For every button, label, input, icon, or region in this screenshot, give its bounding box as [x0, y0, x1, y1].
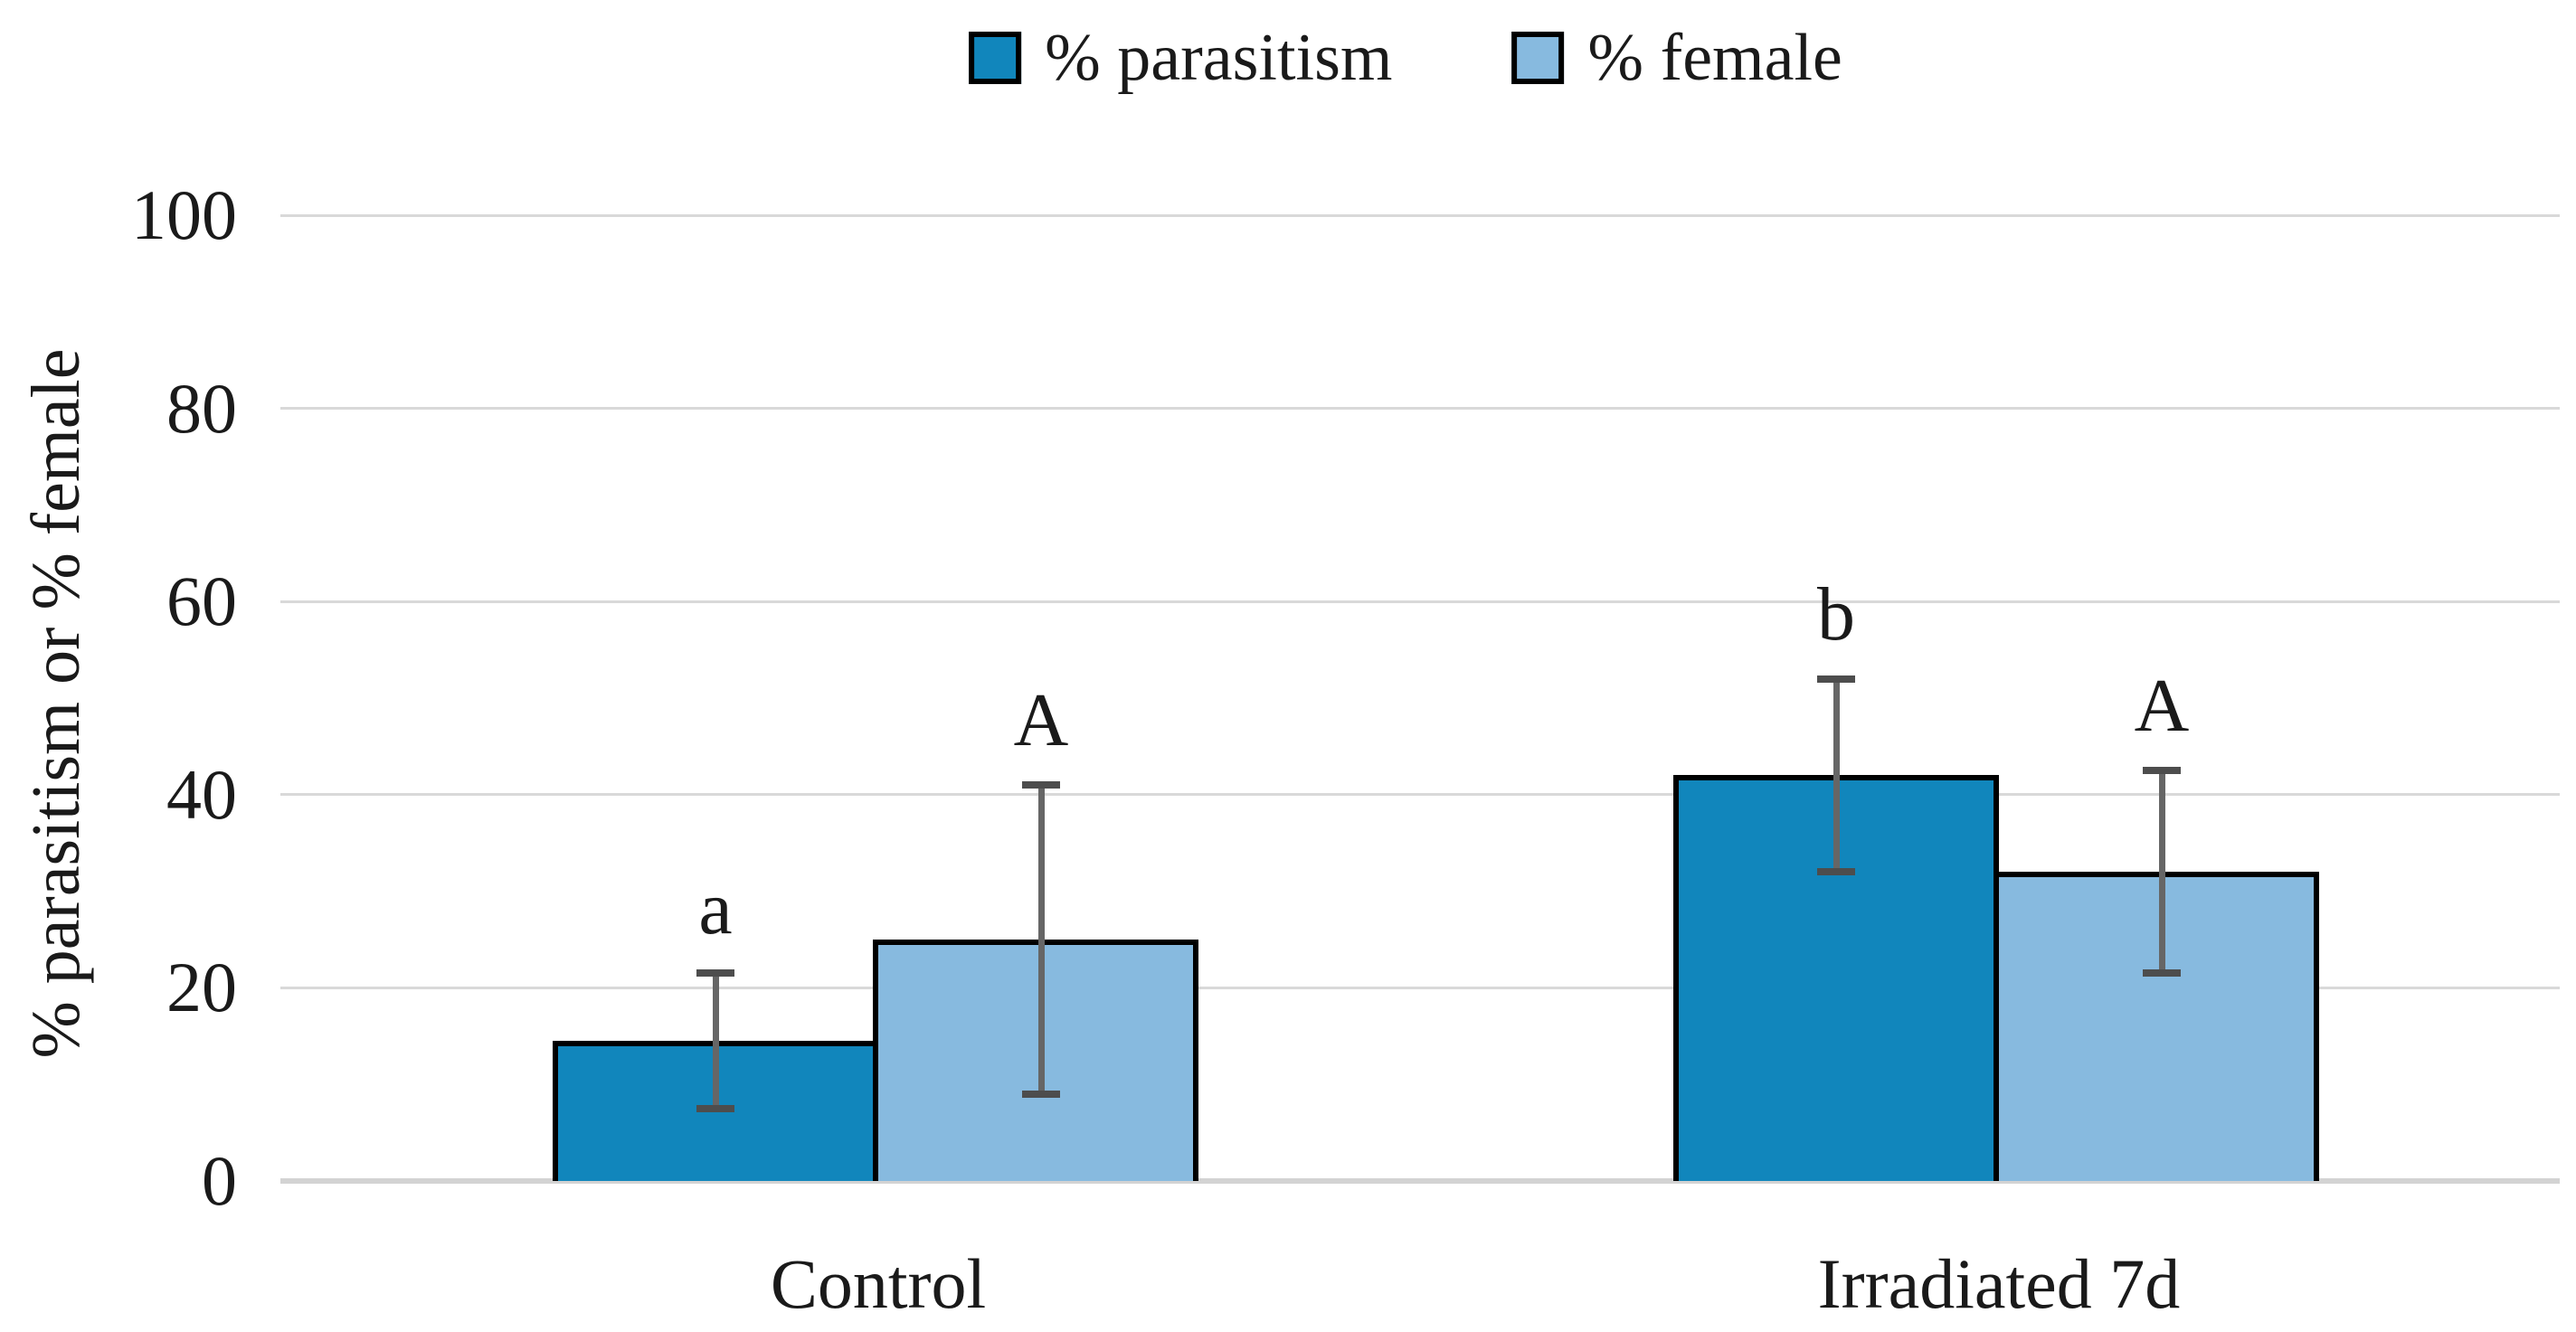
- x-category-label-irradiated-7d: Irradiated 7d: [1817, 1244, 2181, 1323]
- error-bar-cap-top: [2143, 767, 2181, 775]
- y-tick-0: 0: [202, 1141, 237, 1220]
- error-bar-cap-top: [1022, 781, 1060, 789]
- significance-letter: A: [1013, 678, 1069, 763]
- legend-label-female: % female: [1587, 21, 1842, 95]
- bar-female-Irradiated-7d: [1994, 872, 2319, 1181]
- error-bar-line: [712, 973, 719, 1109]
- legend-swatch-parasitism-icon: [969, 32, 1022, 84]
- legend: % parasitism % female: [969, 13, 1842, 103]
- error-bar-line: [2158, 770, 2165, 974]
- error-bar-cap-top: [696, 969, 734, 978]
- gridline-60: [280, 600, 2560, 603]
- legend-swatch-female-icon: [1511, 32, 1565, 84]
- error-bar-cap-top: [1817, 675, 1855, 683]
- y-axis-title: % parasitism or % female: [18, 348, 94, 1059]
- significance-letter: a: [698, 866, 733, 951]
- error-bar-line: [1833, 678, 1840, 873]
- x-category-label-control: Control: [770, 1244, 987, 1323]
- y-tick-20: 20: [166, 948, 237, 1027]
- gridline-40: [280, 793, 2560, 797]
- gridline-20: [280, 986, 2560, 989]
- bar-female-Control: [873, 940, 1198, 1181]
- y-tick-100: 100: [131, 175, 237, 254]
- error-bar-cap-bottom: [1817, 868, 1855, 876]
- error-bar-cap-bottom: [696, 1104, 734, 1112]
- significance-letter: b: [1817, 572, 1855, 657]
- error-bar-line: [1037, 785, 1045, 1094]
- significance-letter: A: [2134, 664, 2190, 749]
- y-tick-60: 60: [166, 562, 237, 641]
- legend-item-parasitism: % parasitism: [969, 24, 1392, 91]
- gridline-80: [280, 407, 2560, 411]
- y-tick-40: 40: [166, 754, 237, 834]
- legend-item-female: % female: [1511, 24, 1842, 91]
- error-bar-cap-bottom: [2143, 969, 2181, 978]
- y-tick-80: 80: [166, 368, 237, 448]
- gridline-0: [280, 1178, 2560, 1184]
- error-bar-cap-bottom: [1022, 1090, 1060, 1098]
- gridline-100: [280, 213, 2560, 217]
- legend-label-parasitism: % parasitism: [1045, 21, 1393, 95]
